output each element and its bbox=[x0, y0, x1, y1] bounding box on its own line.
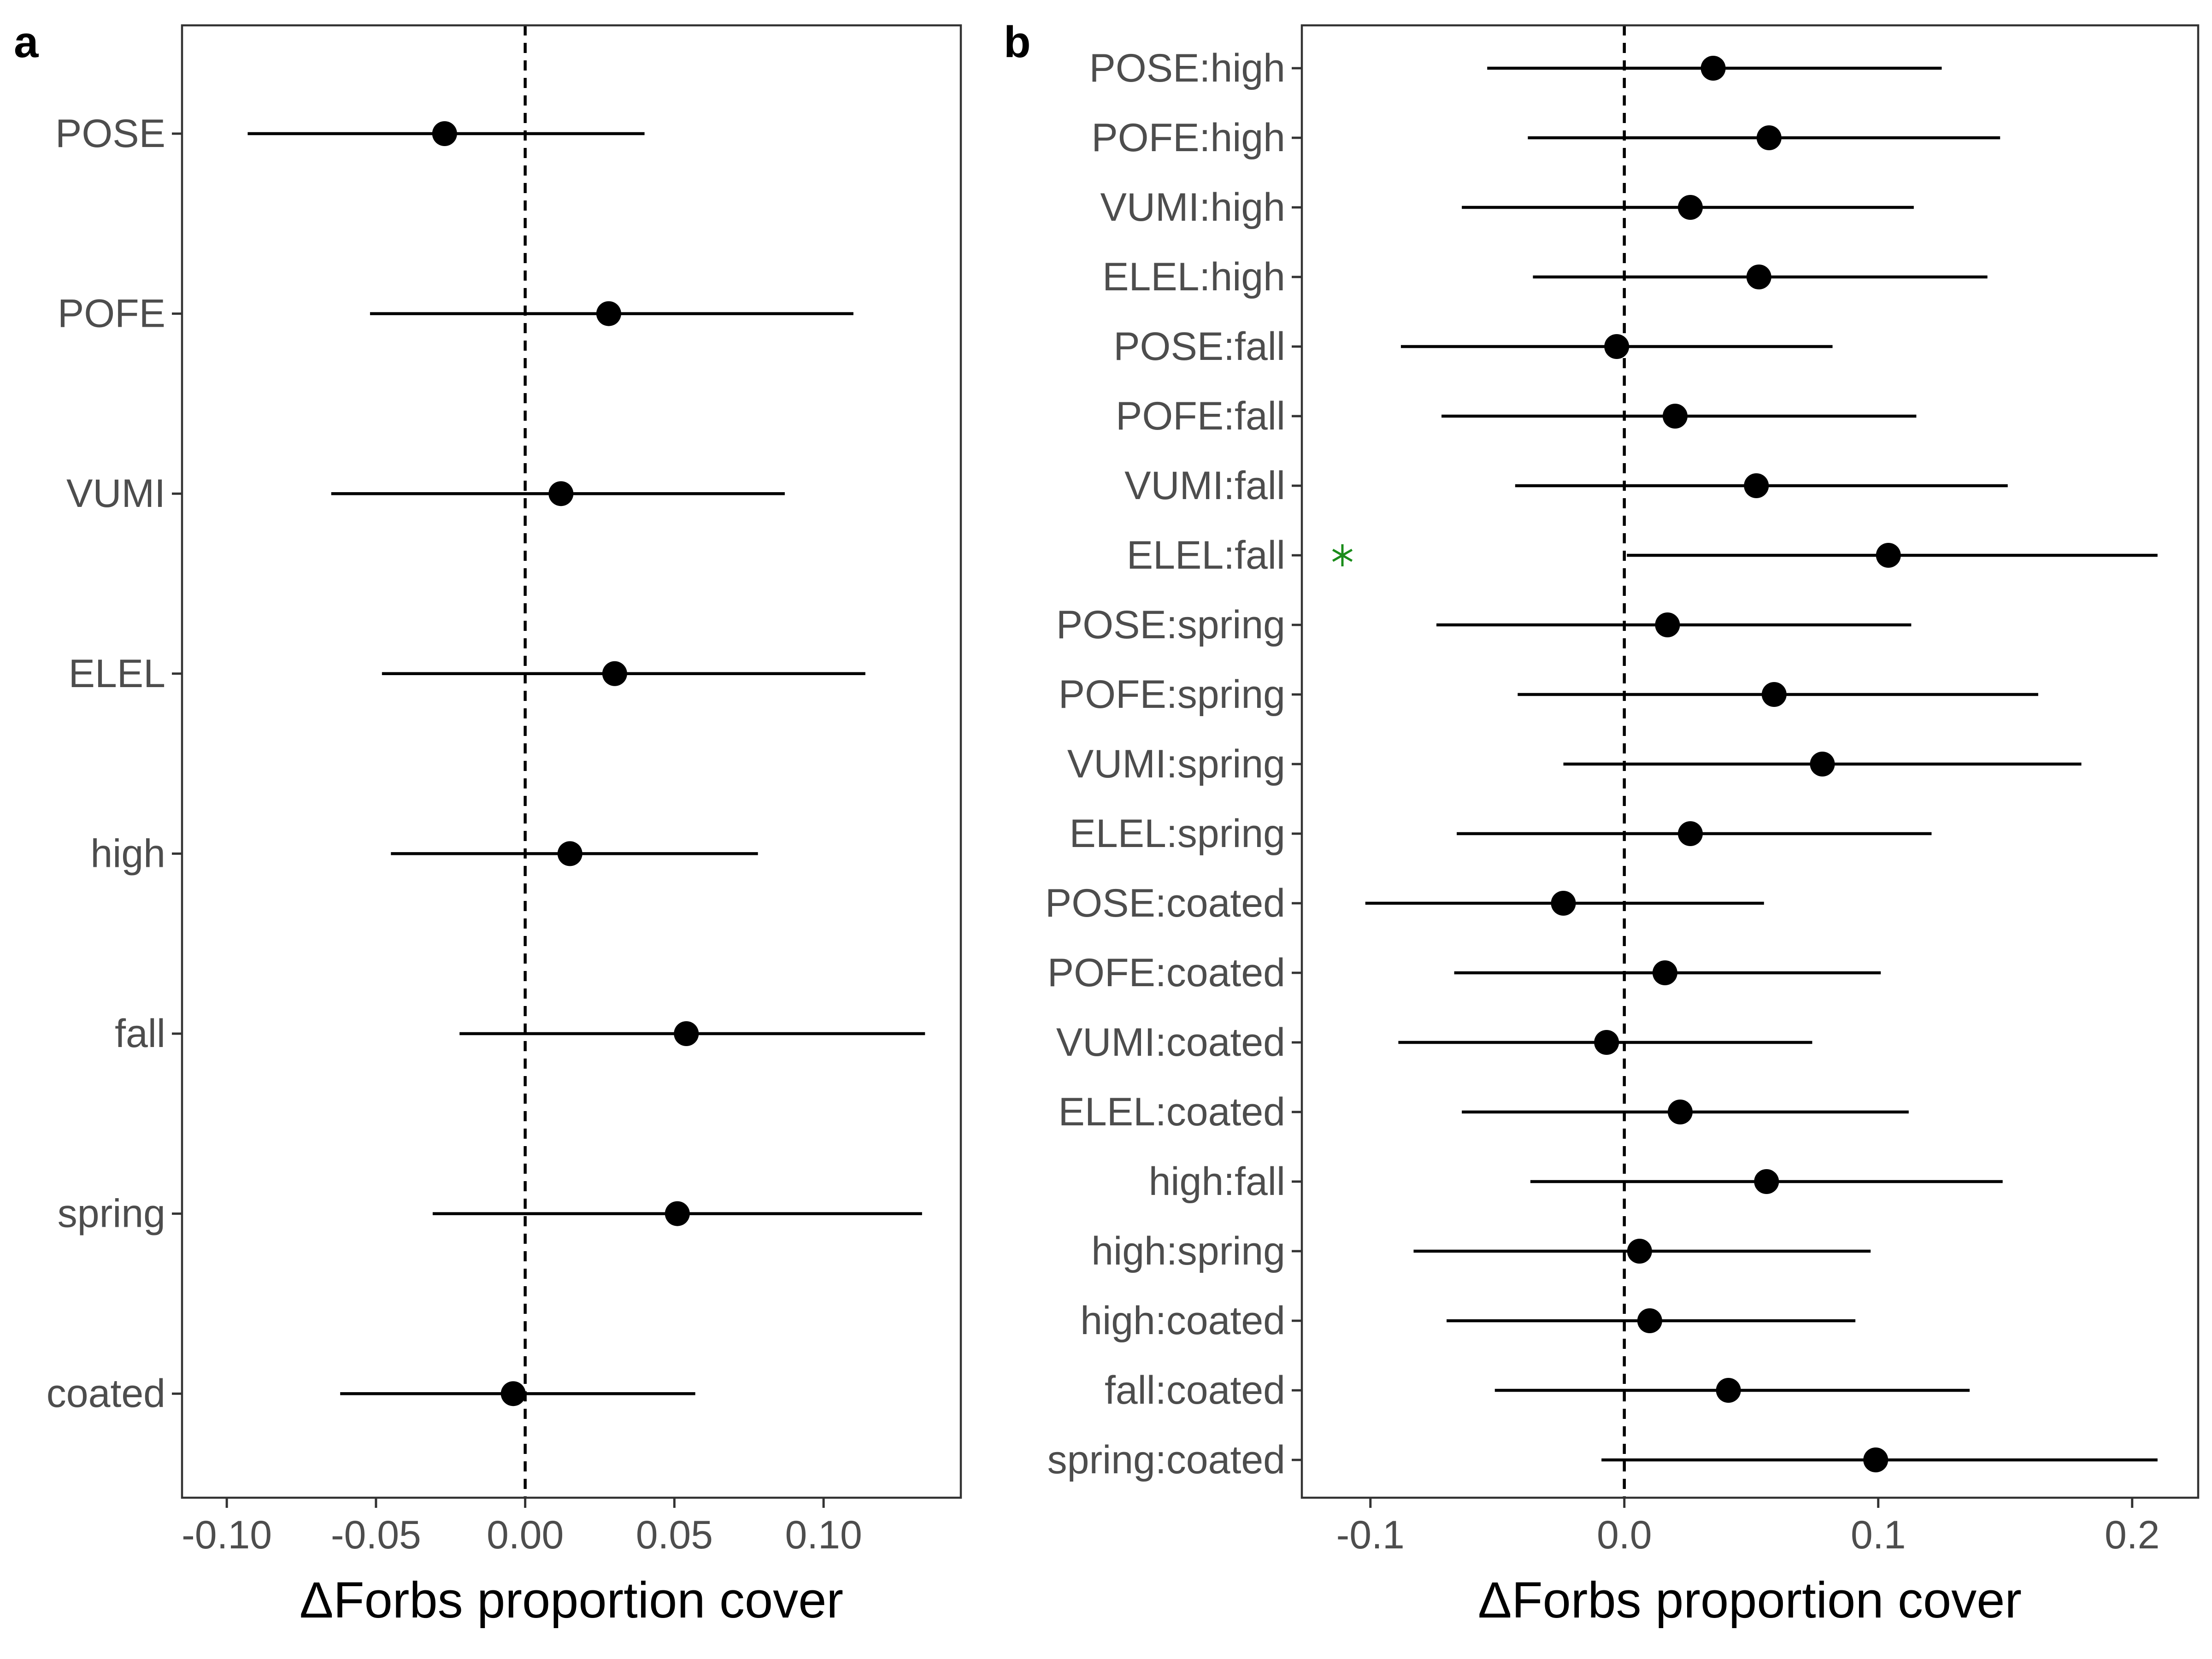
panel-b-point-16 bbox=[1754, 1169, 1779, 1194]
panel-b-x-tick-label-3: 0.2 bbox=[2105, 1513, 2160, 1557]
panel-b-y-tick-label-7: ELEL:fall bbox=[1127, 533, 1285, 577]
panel-a-label: a bbox=[14, 18, 39, 67]
panel-b-y-tick-label-17: high:spring bbox=[1091, 1229, 1285, 1273]
panel-b-y-tick-label-15: ELEL:coated bbox=[1059, 1090, 1285, 1134]
panel-b-y-tick-label-9: POFE:spring bbox=[1059, 672, 1285, 717]
panel-b-y-tick-label-1: POFE:high bbox=[1091, 116, 1285, 160]
panel-a-y-tick-label-5: fall bbox=[115, 1012, 165, 1056]
panel-b-x-tick-label-1: 0.0 bbox=[1597, 1513, 1652, 1557]
panel-b-point-5 bbox=[1662, 404, 1688, 429]
panel-b-y-tick-label-16: high:fall bbox=[1149, 1159, 1285, 1204]
panel-a-point-7 bbox=[500, 1381, 526, 1406]
panel-b-point-14 bbox=[1594, 1030, 1619, 1055]
panel-b-point-17 bbox=[1627, 1239, 1652, 1264]
panel-b-point-11 bbox=[1678, 821, 1703, 846]
panel-b-x-axis-title: ΔForbs proportion cover bbox=[1478, 1572, 2022, 1629]
panel-b-point-18 bbox=[1637, 1308, 1662, 1333]
panel-b-y-tick-label-8: POSE:spring bbox=[1056, 603, 1285, 647]
panel-b-x-tick-label-0: -0.1 bbox=[1336, 1513, 1405, 1557]
panel-b-x-tick-labels: -0.1 0.0 0.1 0.2 bbox=[1336, 1513, 2160, 1557]
panel-b-y-tick-labels: POSE:high POFE:high VUMI:high ELEL:high POSE… bbox=[1045, 46, 1285, 1482]
panel-b-significance-marker-7 bbox=[1332, 544, 1353, 566]
panel-a-y-tick-label-4: high bbox=[90, 831, 165, 876]
panel-b-y-tick-label-11: ELEL:spring bbox=[1069, 812, 1285, 856]
panel-a-point-2 bbox=[548, 481, 574, 506]
panel-b-y-tick-label-3: ELEL:high bbox=[1102, 255, 1285, 299]
panel-b-point-4 bbox=[1604, 334, 1630, 359]
panel-a-y-tick-label-2: VUMI bbox=[66, 471, 165, 516]
panel-b-point-1 bbox=[1756, 125, 1782, 150]
panel-a-point-0 bbox=[432, 121, 457, 146]
panel-b-y-tick-label-6: VUMI:fall bbox=[1124, 464, 1285, 508]
panel-b-point-6 bbox=[1744, 473, 1769, 498]
panel-b: b POSE:highPOFE:highVUMI:highELEL:highPO… bbox=[1004, 18, 2200, 1629]
panel-b-y-tick-label-12: POSE:coated bbox=[1045, 881, 1285, 925]
panel-b-label: b bbox=[1004, 18, 1031, 67]
panel-b-y-tick-marks bbox=[1292, 67, 1302, 1461]
panel-b-x-tick-label-2: 0.1 bbox=[1851, 1513, 1906, 1557]
panel-b-plot-frame bbox=[1300, 24, 2200, 1499]
panel-b-y-tick-label-19: fall:coated bbox=[1105, 1368, 1285, 1412]
panel-a-y-tick-label-1: POFE bbox=[58, 292, 165, 336]
panel-a-x-tick-label-3: 0.05 bbox=[636, 1513, 713, 1557]
panel-a-y-tick-label-0: POSE bbox=[55, 112, 165, 156]
panel-b-point-8 bbox=[1655, 612, 1680, 637]
panel-a-y-tick-marks bbox=[172, 132, 182, 1395]
panel-b-y-tick-label-10: VUMI:spring bbox=[1067, 742, 1285, 786]
panel-a-x-tick-marks bbox=[225, 1498, 825, 1508]
panel-a-x-tick-labels: -0.10 -0.05 0.00 0.05 0.10 bbox=[182, 1513, 862, 1557]
panel-b-y-tick-label-0: POSE:high bbox=[1089, 46, 1285, 90]
panel-b-y-tick-label-5: POFE:fall bbox=[1116, 394, 1285, 438]
panel-b-points bbox=[1551, 56, 1901, 1472]
panel-a-x-tick-label-0: -0.10 bbox=[182, 1513, 272, 1557]
panel-a-y-tick-label-3: ELEL bbox=[69, 652, 165, 696]
panel-b-y-tick-label-20: spring:coated bbox=[1047, 1438, 1285, 1482]
panel-a-points bbox=[432, 121, 699, 1406]
panel-b-point-15 bbox=[1667, 1100, 1693, 1124]
panel-b-x-tick-marks bbox=[1369, 1498, 2134, 1508]
panel-a: a POSE POFE VUMI ELEL high fall spring coated -… bbox=[14, 18, 962, 1629]
panel-a-point-4 bbox=[557, 841, 582, 866]
panel-a-x-tick-label-2: 0.00 bbox=[487, 1513, 564, 1557]
panel-a-x-tick-label-4: 0.10 bbox=[785, 1513, 862, 1557]
panel-b-point-20 bbox=[1863, 1447, 1888, 1472]
panel-a-y-tick-label-7: coated bbox=[47, 1371, 165, 1416]
panel-b-significance-markers bbox=[1332, 544, 1353, 566]
panel-a-plot-frame bbox=[181, 24, 962, 1499]
panel-b-y-tick-label-4: POSE:fall bbox=[1113, 324, 1285, 369]
panel-a-point-1 bbox=[596, 301, 621, 326]
panel-b-point-0 bbox=[1700, 56, 1726, 81]
panel-b-point-19 bbox=[1716, 1378, 1741, 1403]
panel-a-point-3 bbox=[602, 661, 627, 686]
panel-b-point-3 bbox=[1746, 265, 1771, 289]
panel-a-x-tick-label-1: -0.05 bbox=[331, 1513, 421, 1557]
panel-b-point-12 bbox=[1551, 891, 1576, 916]
panel-a-y-tick-label-6: spring bbox=[58, 1192, 165, 1236]
panel-b-point-9 bbox=[1761, 682, 1787, 707]
panel-b-y-tick-label-13: POFE:coated bbox=[1047, 951, 1285, 995]
panel-b-point-13 bbox=[1652, 960, 1677, 985]
panel-a-point-5 bbox=[674, 1021, 699, 1046]
panel-a-point-6 bbox=[665, 1201, 690, 1226]
panel-b-point-7 bbox=[1876, 543, 1901, 568]
panel-a-y-tick-labels: POSE POFE VUMI ELEL high fall spring coated bbox=[47, 112, 165, 1416]
panel-a-x-axis-title: ΔForbs proportion cover bbox=[300, 1572, 843, 1629]
panel-b-point-10 bbox=[1810, 752, 1835, 777]
panel-b-y-tick-label-14: VUMI:coated bbox=[1056, 1020, 1285, 1065]
panel-b-y-tick-label-2: VUMI:high bbox=[1100, 185, 1286, 229]
panel-b-y-tick-label-18: high:coated bbox=[1080, 1299, 1285, 1343]
panel-b-point-2 bbox=[1678, 195, 1703, 220]
